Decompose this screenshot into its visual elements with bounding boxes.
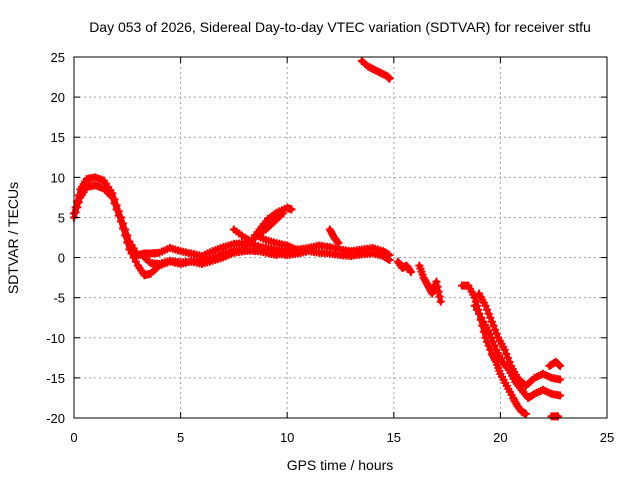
plot-frame: [73, 56, 608, 419]
data-point: [123, 238, 132, 247]
data-point: [505, 357, 514, 366]
series-track-6: [251, 231, 300, 254]
y-tick-label: 25: [51, 50, 65, 65]
data-point: [435, 292, 444, 301]
data-point: [125, 245, 134, 254]
series-track-13: [470, 301, 565, 402]
data-point: [436, 297, 445, 306]
data-point: [488, 337, 497, 346]
data-point: [272, 251, 281, 260]
data-point: [470, 301, 479, 310]
y-axis-label: SDTVAR / TECUs: [5, 182, 21, 294]
data-point: [127, 249, 136, 258]
data-point: [500, 345, 509, 354]
data-point: [406, 267, 415, 276]
series-track-9: [394, 257, 415, 276]
data-point: [110, 199, 119, 208]
data-point: [121, 231, 130, 240]
data-point: [556, 361, 565, 370]
series-track-10: [415, 261, 445, 306]
x-tick-label: 20: [493, 430, 507, 445]
data-point: [477, 313, 486, 322]
data-point: [385, 74, 394, 83]
series-track-3: [140, 246, 281, 268]
data-point: [385, 255, 394, 264]
y-tick-label: 15: [51, 130, 65, 145]
data-point: [116, 217, 125, 226]
data-point: [472, 305, 481, 314]
data-point: [553, 412, 562, 421]
data-point: [145, 257, 154, 266]
series-track-7: [325, 225, 343, 248]
data-point: [114, 211, 123, 220]
data-point: [486, 313, 495, 322]
data-series: [70, 57, 565, 421]
y-tick-label: -10: [46, 331, 65, 346]
data-point: [502, 349, 511, 358]
data-point: [71, 208, 80, 217]
x-tick-label: 15: [387, 430, 401, 445]
data-point: [556, 391, 565, 400]
data-point: [481, 301, 490, 310]
data-point: [129, 253, 138, 262]
y-tick-label: 5: [58, 210, 65, 225]
data-point: [333, 237, 342, 246]
data-point: [556, 375, 565, 384]
axis-ticks: 0 5 10 15 20 25 -20 -15 -10 -5 0 5 10 15 20 25: [46, 50, 614, 445]
data-point: [278, 209, 287, 218]
data-point: [131, 257, 140, 266]
data-point: [432, 277, 441, 286]
y-tick-label: -5: [53, 291, 65, 306]
data-point: [490, 341, 499, 350]
data-point: [470, 293, 479, 302]
data-point: [434, 287, 443, 296]
data-point: [433, 282, 442, 291]
x-axis-label: GPS time / hours: [287, 457, 394, 473]
series-track-14: [513, 369, 565, 390]
data-point: [521, 409, 530, 418]
series-track-11: [458, 281, 530, 418]
series-track-8: [357, 57, 394, 83]
series-track-16: [547, 412, 562, 421]
y-tick-label: 0: [58, 251, 65, 266]
data-point: [73, 203, 82, 212]
y-tick-label: 20: [51, 90, 65, 105]
x-tick-label: 0: [70, 430, 77, 445]
y-tick-label: -15: [46, 371, 65, 386]
x-tick-label: 25: [600, 430, 614, 445]
data-point: [291, 245, 300, 254]
data-point: [334, 239, 343, 248]
x-tick-label: 10: [280, 430, 294, 445]
data-point: [485, 329, 494, 338]
data-point: [487, 317, 496, 326]
data-point: [483, 305, 492, 314]
series-track-15: [545, 357, 565, 370]
data-point: [555, 360, 564, 369]
data-point: [492, 329, 501, 338]
data-point: [487, 333, 496, 342]
chart-title: Day 053 of 2026, Sidereal Day-to-day VTE…: [89, 19, 591, 35]
y-tick-label: 10: [51, 170, 65, 185]
x-tick-label: 5: [177, 430, 184, 445]
y-tick-label: -20: [46, 411, 65, 426]
data-point: [491, 325, 500, 334]
data-point: [405, 266, 414, 275]
grid-lines: [74, 57, 607, 418]
data-point: [108, 193, 117, 202]
data-point: [475, 309, 484, 318]
data-point: [503, 353, 512, 362]
data-point: [74, 198, 83, 207]
data-point: [287, 205, 296, 214]
data-point: [383, 254, 392, 263]
data-point: [119, 224, 128, 233]
data-point: [484, 309, 493, 318]
data-point: [112, 205, 121, 214]
data-point: [489, 321, 498, 330]
